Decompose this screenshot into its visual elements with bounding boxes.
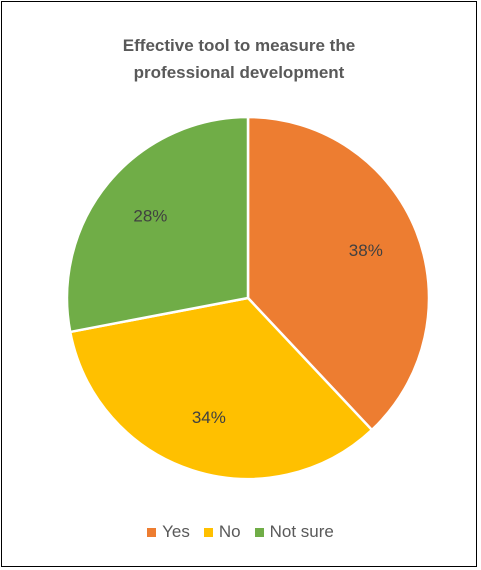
legend-item-no: No (203, 522, 241, 542)
chart-title-line-1: Effective tool to measure the (122, 36, 356, 55)
chart-legend: Yes No Not sure (0, 522, 481, 542)
data-label-not-sure: 28% (133, 207, 167, 226)
legend-label-yes: Yes (162, 522, 190, 541)
chart-title: Effective tool to measure the profession… (22, 32, 456, 86)
legend-label-not-sure: Not sure (269, 522, 334, 541)
legend-label-no: No (218, 522, 241, 541)
data-label-yes: 38% (349, 241, 383, 260)
legend-item-yes: Yes (147, 522, 190, 542)
legend-swatch-no (203, 527, 213, 537)
legend-swatch-not-sure (254, 527, 264, 537)
legend-item-not-sure: Not sure (254, 522, 334, 542)
pie-slice-not-sure (65, 115, 250, 334)
pie-slice-no (68, 296, 374, 481)
pie-slice-yes (246, 115, 431, 432)
legend-swatch-yes (147, 527, 157, 537)
data-label-no: 34% (192, 408, 226, 427)
chart-title-line-2: professional development (133, 63, 345, 82)
